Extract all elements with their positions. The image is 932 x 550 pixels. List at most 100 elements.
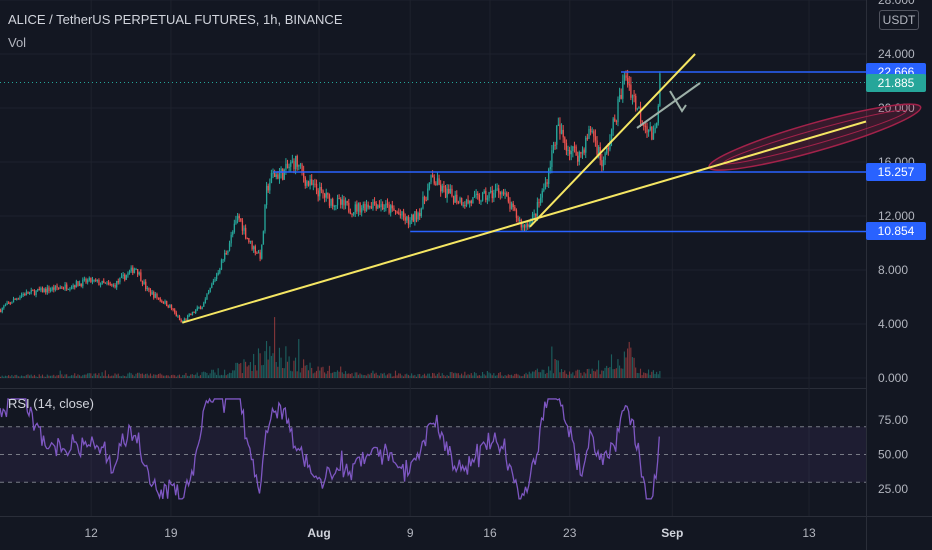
volume-bar <box>257 348 260 378</box>
volume-bar <box>188 376 190 378</box>
candle-body <box>401 211 403 216</box>
candle-body <box>475 193 477 195</box>
candle-body <box>320 186 323 191</box>
volume-bar <box>298 339 300 378</box>
volume-bar <box>635 367 637 378</box>
candle-body <box>330 198 332 206</box>
candle-body <box>456 194 458 203</box>
candle-body <box>241 220 244 231</box>
candle-body <box>128 270 131 273</box>
volume-bar <box>61 374 63 378</box>
volume-bar <box>306 364 308 378</box>
pane-divider <box>0 388 866 389</box>
volume-bar <box>602 370 604 378</box>
volume-bar <box>311 367 313 378</box>
volume-bar <box>99 376 102 378</box>
volume-bar <box>488 372 490 378</box>
candle-body <box>502 191 505 195</box>
candle-body <box>51 287 53 290</box>
trend-line[interactable] <box>182 120 867 324</box>
volume-bar <box>16 374 18 378</box>
candle-body <box>635 95 637 110</box>
candle-body <box>406 216 408 221</box>
volume-bar <box>656 371 658 378</box>
volume-bar <box>375 372 377 378</box>
candle-body <box>95 279 97 281</box>
volume-bar <box>641 375 643 378</box>
candle-body <box>560 129 563 134</box>
volume-bar <box>261 365 263 378</box>
candle-body <box>180 319 182 323</box>
candle-body <box>531 214 534 219</box>
volume-bar <box>217 368 219 378</box>
volume-bar <box>95 373 97 378</box>
candle-body <box>114 285 116 288</box>
candle-body <box>594 136 597 141</box>
trend-line[interactable] <box>529 53 696 228</box>
candle-body <box>312 183 315 185</box>
volume-bar <box>249 362 251 378</box>
volume-bar <box>230 373 232 378</box>
volume-bar <box>180 376 182 378</box>
candle-body <box>109 283 111 285</box>
candle-body <box>288 166 290 169</box>
candle-body <box>485 191 487 200</box>
volume-bar <box>75 376 77 378</box>
candle-body <box>390 205 392 213</box>
candle-body <box>45 289 47 293</box>
volume-bar <box>604 367 606 378</box>
arrow-icon[interactable] <box>636 82 701 129</box>
volume-bar <box>469 374 471 378</box>
candle-body <box>431 175 434 178</box>
volume-bar <box>117 373 119 378</box>
x-tick-label: Sep <box>661 526 683 540</box>
currency-unit-button[interactable]: USDT <box>879 10 919 30</box>
volume-bar <box>623 351 625 378</box>
y-tick-label: 0.000 <box>878 371 908 385</box>
candle-body <box>137 268 139 275</box>
volume-bar <box>646 373 648 378</box>
volume-bar <box>544 373 546 378</box>
volume-bar <box>191 374 193 378</box>
candle-body <box>154 294 157 298</box>
volume-bar <box>283 368 285 378</box>
candle-body <box>552 144 555 151</box>
volume-bar <box>211 369 213 378</box>
volume-bar <box>359 373 361 378</box>
candle-body <box>386 203 389 205</box>
candle-body <box>362 203 364 208</box>
candle-body <box>259 252 261 259</box>
candle-body <box>356 204 358 212</box>
candle-body <box>393 208 395 211</box>
candle-body <box>370 206 373 209</box>
volume-bar <box>414 374 416 378</box>
candle-body <box>254 246 256 253</box>
candle-body <box>631 95 634 98</box>
candle-body <box>348 202 350 212</box>
candle-body <box>80 283 82 287</box>
volume-bar <box>314 372 316 378</box>
candle-body <box>198 307 200 309</box>
volume-bar <box>633 357 635 378</box>
candle-body <box>107 282 110 284</box>
candle-body <box>522 224 524 228</box>
candle-body <box>512 203 514 207</box>
volume-bar <box>351 373 353 378</box>
volume-bar <box>539 372 542 378</box>
candle-body <box>183 319 186 322</box>
volume-bar <box>580 372 582 378</box>
candle-body <box>314 183 316 185</box>
candle-body <box>473 194 476 198</box>
volume-bar <box>367 373 369 378</box>
candle-body <box>617 99 619 123</box>
candle-body <box>478 194 481 202</box>
volume-bar <box>530 373 532 378</box>
volume-bar <box>309 362 311 378</box>
candle-body <box>377 205 379 209</box>
volume-bar <box>554 358 556 378</box>
candle-body <box>556 125 558 145</box>
candle-body <box>174 309 176 313</box>
candle-body <box>232 231 234 235</box>
